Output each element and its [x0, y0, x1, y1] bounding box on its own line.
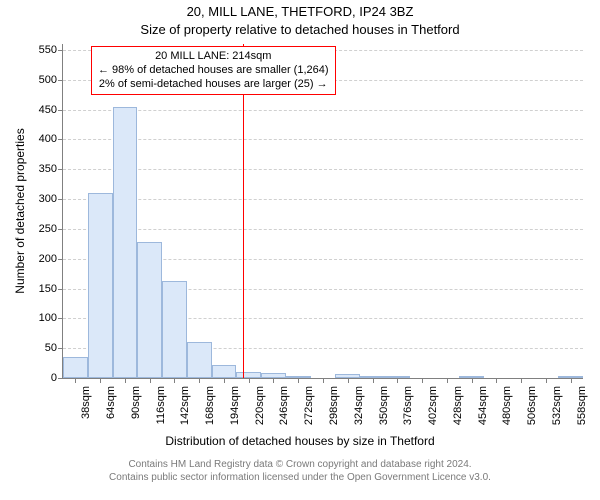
x-tick-label: 506sqm	[526, 386, 538, 425]
histogram-bar	[162, 281, 187, 378]
x-tick-mark	[397, 378, 398, 383]
x-tick-mark	[273, 378, 274, 383]
chart-subtitle: Size of property relative to detached ho…	[0, 22, 600, 37]
x-tick-label: 350sqm	[378, 386, 390, 425]
x-tick-label: 428sqm	[452, 386, 464, 425]
x-tick-mark	[174, 378, 175, 383]
y-tick-mark	[58, 318, 63, 319]
annotation-box: 20 MILL LANE: 214sqm← 98% of detached ho…	[91, 46, 336, 95]
x-tick-mark	[422, 378, 423, 383]
y-tick-mark	[58, 139, 63, 140]
x-tick-mark	[472, 378, 473, 383]
y-axis-label: Number of detached properties	[13, 128, 27, 293]
x-tick-label: 246sqm	[278, 386, 290, 425]
x-tick-label: 402sqm	[427, 386, 439, 425]
y-tick-label: 100	[39, 312, 57, 324]
y-tick-label: 550	[39, 44, 57, 56]
histogram-bar	[187, 342, 212, 378]
x-tick-mark	[348, 378, 349, 383]
x-tick-mark	[571, 378, 572, 383]
y-tick-mark	[58, 348, 63, 349]
x-tick-label: 168sqm	[204, 386, 216, 425]
x-tick-mark	[447, 378, 448, 383]
x-tick-mark	[199, 378, 200, 383]
annotation-line: 2% of semi-detached houses are larger (2…	[98, 78, 329, 92]
annotation-line: ← 98% of detached houses are smaller (1,…	[98, 64, 329, 78]
y-tick-label: 500	[39, 74, 57, 86]
x-tick-label: 220sqm	[254, 386, 266, 425]
x-tick-label: 558sqm	[576, 386, 588, 425]
histogram-bar	[137, 242, 162, 378]
x-tick-label: 142sqm	[179, 386, 191, 425]
y-tick-label: 400	[39, 133, 57, 145]
x-tick-label: 324sqm	[353, 386, 365, 425]
histogram-bar	[63, 357, 88, 378]
y-tick-mark	[58, 199, 63, 200]
x-tick-label: 272sqm	[303, 386, 315, 425]
x-tick-mark	[521, 378, 522, 383]
y-tick-mark	[58, 229, 63, 230]
annotation-line: 20 MILL LANE: 214sqm	[98, 50, 329, 64]
y-tick-label: 200	[39, 253, 57, 265]
histogram-bar	[113, 107, 138, 378]
x-tick-label: 480sqm	[501, 386, 513, 425]
x-tick-label: 90sqm	[130, 386, 142, 419]
y-tick-mark	[58, 378, 63, 379]
x-axis-label: Distribution of detached houses by size …	[0, 434, 600, 448]
x-tick-mark	[298, 378, 299, 383]
gridline	[63, 199, 583, 200]
x-tick-label: 64sqm	[105, 386, 117, 419]
chart-container: 20, MILL LANE, THETFORD, IP24 3BZ Size o…	[0, 0, 600, 500]
histogram-bar	[88, 193, 113, 378]
y-tick-label: 450	[39, 104, 57, 116]
y-tick-label: 250	[39, 223, 57, 235]
x-tick-mark	[75, 378, 76, 383]
x-tick-label: 194sqm	[229, 386, 241, 425]
gridline	[63, 139, 583, 140]
y-tick-label: 50	[45, 342, 57, 354]
x-tick-mark	[100, 378, 101, 383]
gridline	[63, 169, 583, 170]
x-tick-label: 376sqm	[402, 386, 414, 425]
x-tick-label: 298sqm	[328, 386, 340, 425]
x-tick-mark	[150, 378, 151, 383]
x-tick-label: 38sqm	[80, 386, 92, 419]
y-tick-label: 0	[51, 372, 57, 384]
x-tick-label: 116sqm	[155, 386, 167, 424]
x-tick-mark	[224, 378, 225, 383]
y-tick-mark	[58, 50, 63, 51]
y-tick-mark	[58, 169, 63, 170]
footer-line-1: Contains HM Land Registry data © Crown c…	[0, 458, 600, 471]
x-tick-mark	[323, 378, 324, 383]
x-tick-label: 454sqm	[477, 386, 489, 425]
footer-line-2: Contains public sector information licen…	[0, 471, 600, 484]
y-tick-mark	[58, 80, 63, 81]
x-tick-label: 532sqm	[551, 386, 563, 425]
y-tick-label: 150	[39, 283, 57, 295]
y-tick-label: 300	[39, 193, 57, 205]
gridline	[63, 110, 583, 111]
x-tick-mark	[125, 378, 126, 383]
y-tick-label: 350	[39, 163, 57, 175]
chart-footer: Contains HM Land Registry data © Crown c…	[0, 458, 600, 484]
x-tick-mark	[546, 378, 547, 383]
histogram-bar	[212, 365, 237, 378]
x-tick-mark	[249, 378, 250, 383]
x-tick-mark	[496, 378, 497, 383]
gridline	[63, 229, 583, 230]
y-tick-mark	[58, 289, 63, 290]
y-tick-mark	[58, 110, 63, 111]
x-tick-mark	[373, 378, 374, 383]
chart-title: 20, MILL LANE, THETFORD, IP24 3BZ	[0, 4, 600, 19]
y-tick-mark	[58, 259, 63, 260]
